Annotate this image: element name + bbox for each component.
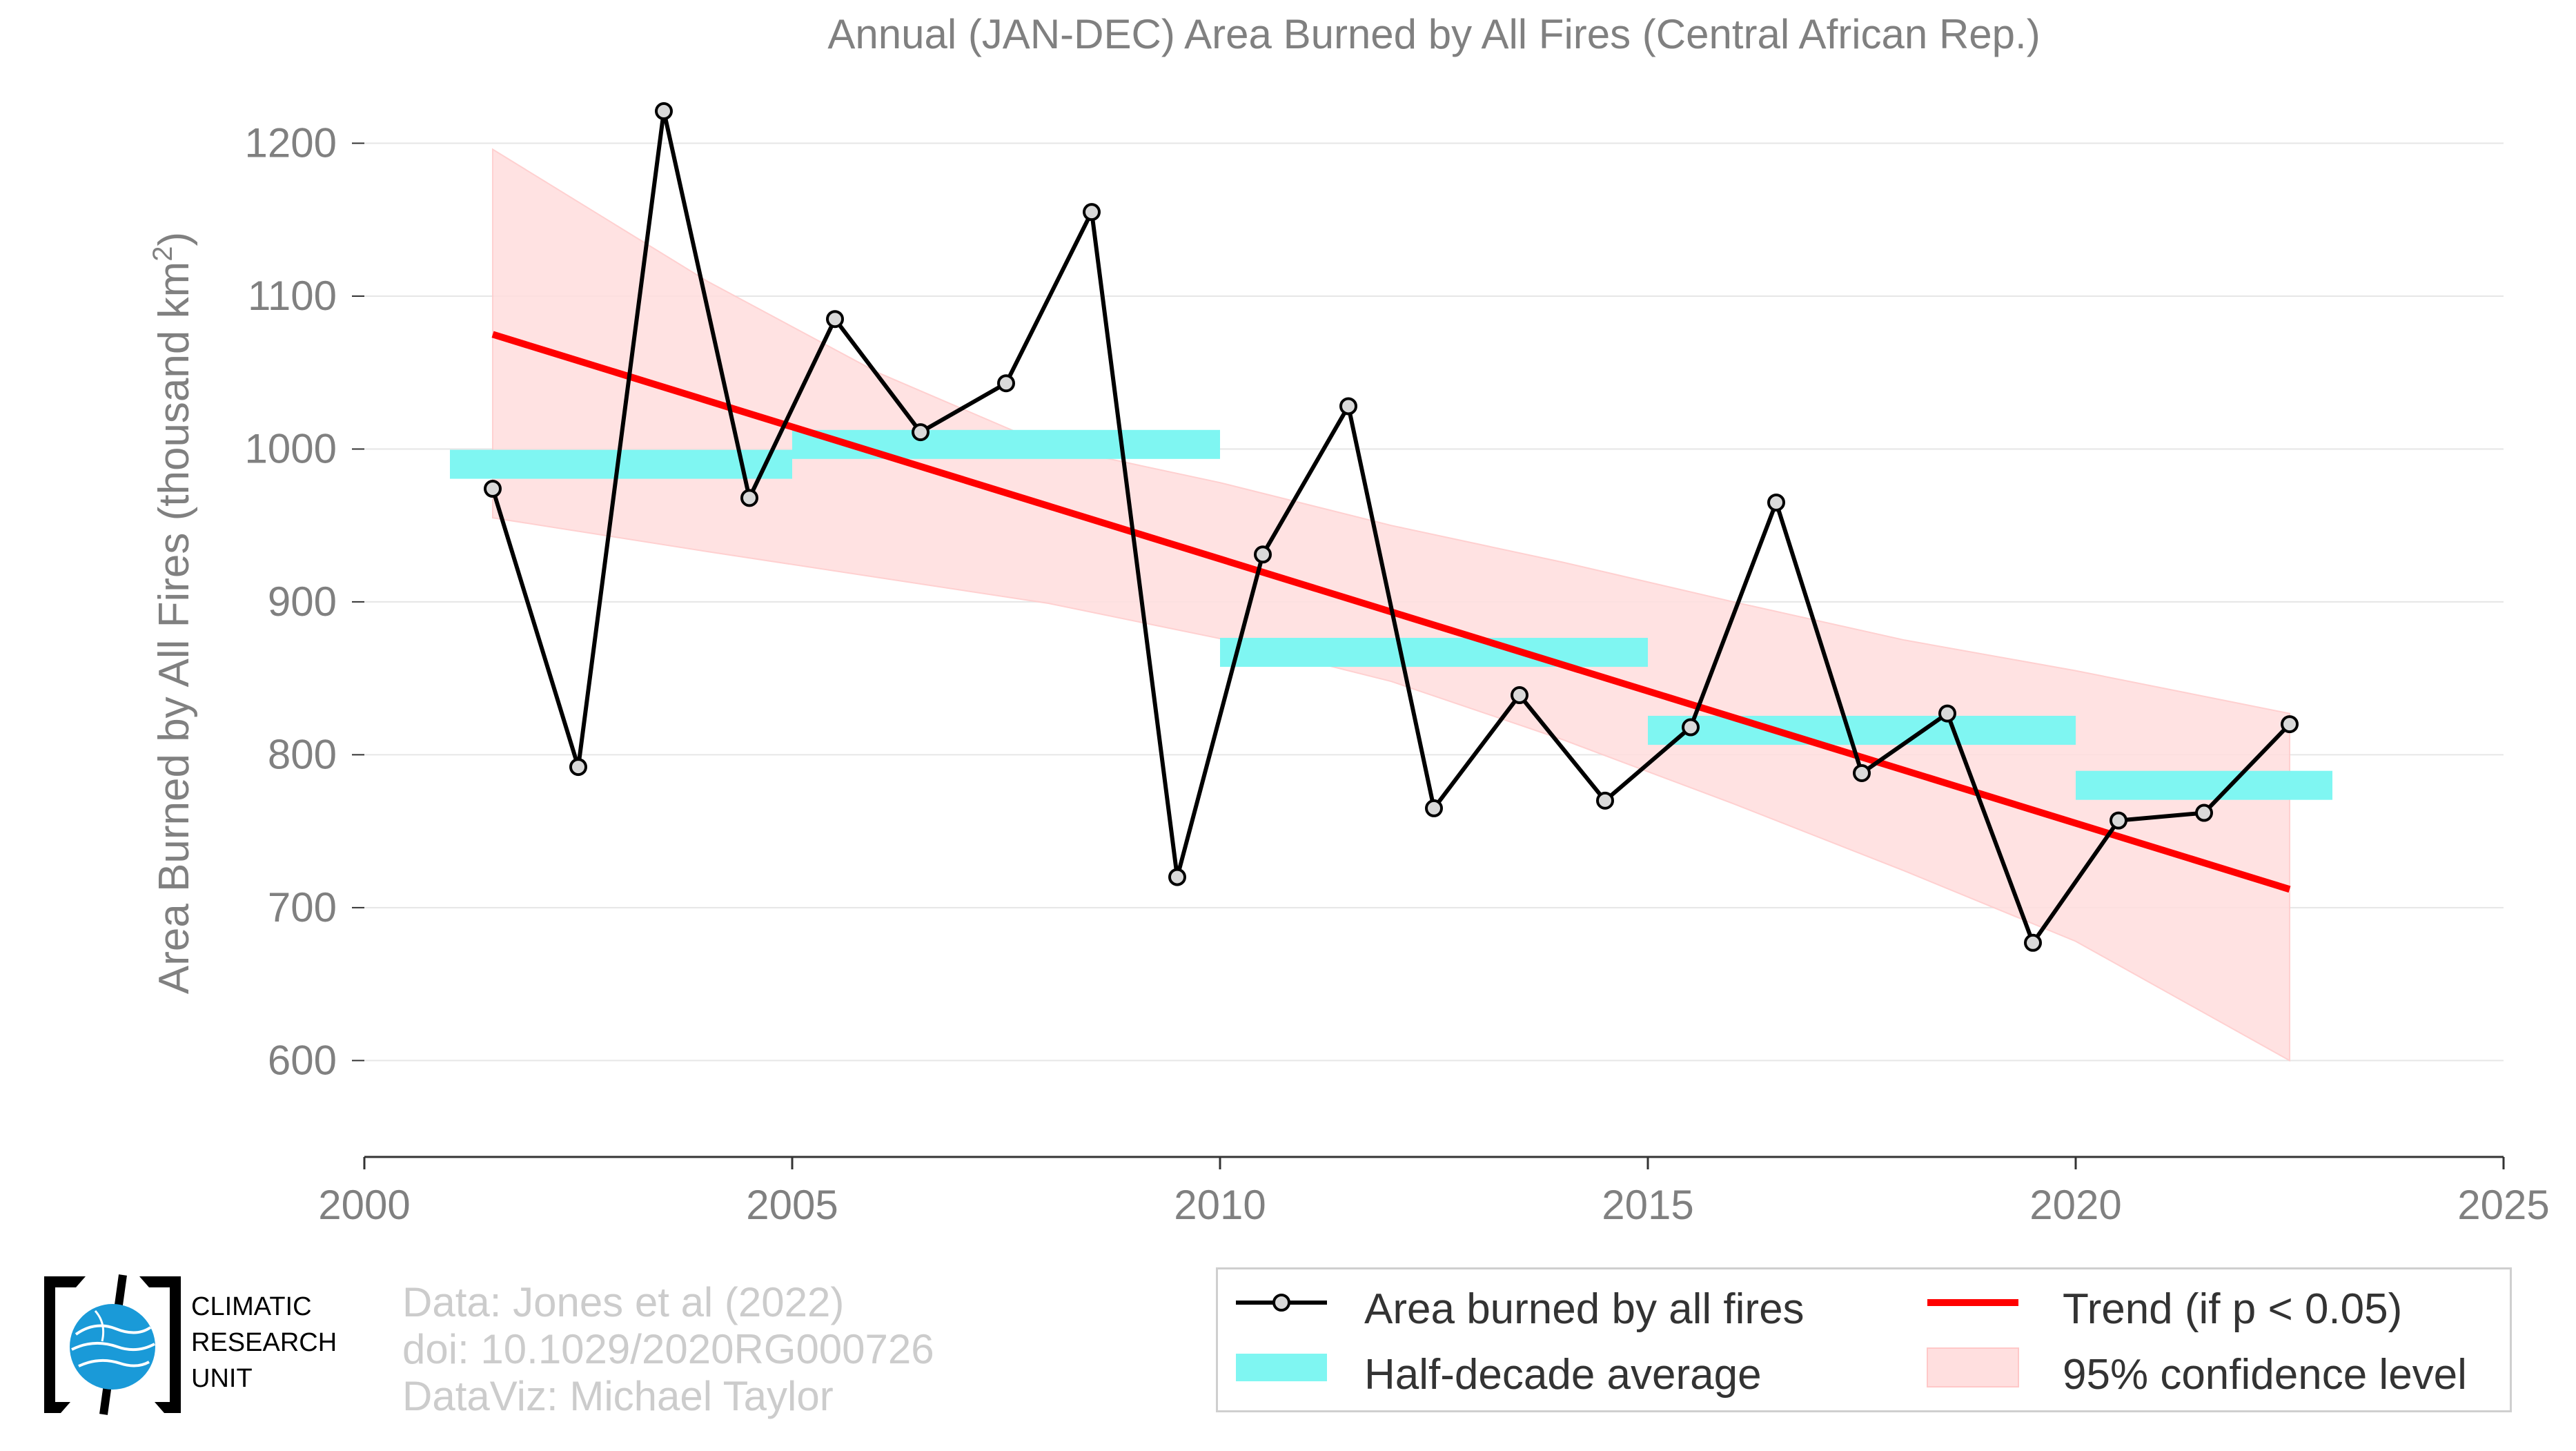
area-burned-point [2281, 715, 2299, 734]
x-tick-label: 2010 [1174, 1182, 1266, 1228]
area-burned-point [1596, 791, 1614, 810]
half-decade-layer [450, 429, 2332, 800]
legend-label-area: Area burned by all fires [1364, 1285, 1805, 1333]
area-burned-point [569, 758, 587, 777]
y-tick-label: 600 [268, 1037, 337, 1083]
x-tick-label: 2005 [746, 1182, 838, 1228]
area-burned-point [655, 102, 673, 121]
area-burned-point [2110, 811, 2127, 830]
half-decade-bar [1220, 638, 1648, 668]
y-axis-label: Area Burned by All Fires (thousand km2) [148, 232, 198, 994]
x-tick-label: 2015 [1602, 1182, 1693, 1228]
half-decade-bar [792, 429, 1220, 459]
area-burned-point [826, 310, 844, 329]
legend-line-marker-icon [1236, 1294, 1327, 1312]
logo-text-3: UNIT [191, 1364, 253, 1393]
area-burned-point [484, 480, 502, 498]
x-tick-label: 2000 [318, 1182, 410, 1228]
half-decade-bar [1648, 715, 2076, 745]
area-burned-point [1511, 686, 1528, 705]
credit-dataviz: DataViz: Michael Taylor [402, 1373, 834, 1419]
y-tick-label: 800 [268, 731, 337, 777]
y-tick-label: 1000 [245, 425, 337, 471]
legend-label-half-decade: Half-decade average [1364, 1351, 1762, 1399]
x-tick-label: 2025 [2457, 1182, 2549, 1228]
area-burned-point [1425, 799, 1443, 817]
chart-title: Annual (JAN-DEC) Area Burned by All Fire… [827, 11, 2040, 57]
area-burned-line [491, 110, 2292, 948]
area-burned-point [1083, 203, 1101, 222]
credit-data: Data: Jones et al (2022) [402, 1279, 845, 1325]
y-axis-label-sup: 2 [148, 246, 178, 262]
y-axis-label-main: Area Burned by All Fires (thousand km [150, 262, 198, 994]
legend-label-trend: Trend (if p < 0.05) [2063, 1285, 2403, 1333]
area-burned-point [2195, 804, 2213, 822]
area-burned-point [1168, 868, 1186, 886]
y-tick-label: 1100 [248, 273, 337, 319]
area-burned-point [1767, 493, 1785, 512]
y-tick-label: 700 [268, 884, 337, 931]
area-burned-point [1938, 704, 1956, 723]
legend-label-confidence: 95% confidence level [2063, 1351, 2467, 1399]
x-tick-label: 2020 [2029, 1182, 2121, 1228]
area-burned-point [1853, 763, 1871, 782]
area-burned-point [2024, 933, 2042, 952]
area-burned-point [1254, 545, 1272, 564]
axes: 600 700 800 900 1000 1100 1200 2000 2005 2010 2015… [245, 120, 2550, 1228]
half-decade-bar [2076, 770, 2332, 800]
legend-trend-icon [1927, 1299, 2018, 1306]
y-tick-label: 1200 [245, 120, 337, 166]
legend-confidence-icon [1927, 1347, 2019, 1387]
area-burned-point [997, 374, 1015, 393]
credit-doi: doi: 10.1029/2020RG000726 [402, 1326, 934, 1372]
logo-text-1: CLIMATIC [191, 1292, 312, 1321]
cru-logo-icon [44, 1274, 181, 1415]
series-layer [484, 102, 2299, 952]
legend: Area burned by all fires Trend (if p < 0… [1216, 1267, 2512, 1412]
area-burned-point [1339, 397, 1357, 416]
area-burned-point [740, 489, 758, 507]
area-burned-point [912, 423, 930, 442]
legend-half-decade-icon [1236, 1354, 1327, 1381]
y-axis-label-end: ) [150, 232, 198, 246]
area-burned-point [1682, 718, 1700, 737]
logo-text-2: RESEARCH [191, 1328, 337, 1357]
y-tick-label: 900 [268, 578, 337, 625]
